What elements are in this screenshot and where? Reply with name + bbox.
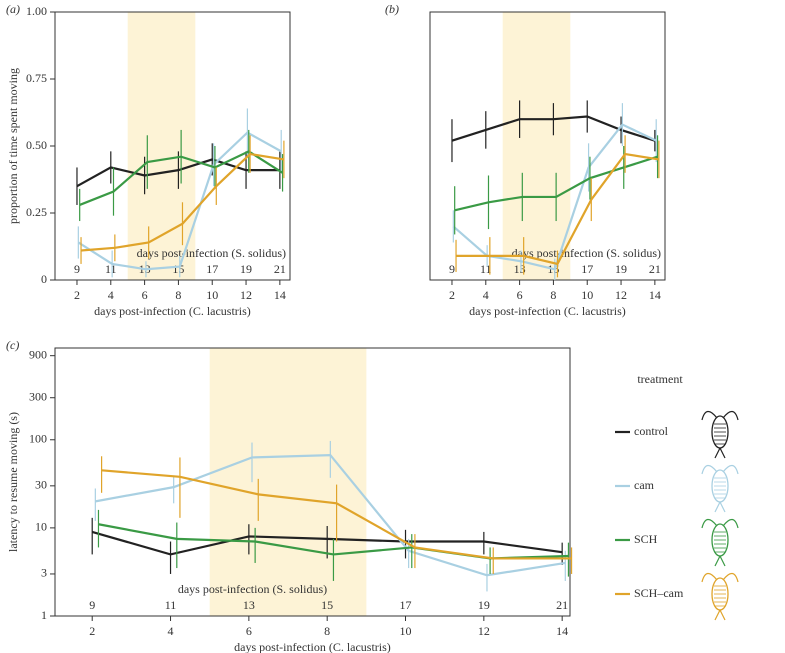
y-tick-label: 0.25 — [26, 205, 47, 219]
x2-tick-label: 21 — [274, 262, 286, 276]
x-tick-label: 10 — [400, 624, 412, 638]
y-tick-label: 0.75 — [26, 71, 47, 85]
x2-tick-label: 15 — [172, 262, 184, 276]
legend-item: SCH — [615, 518, 739, 567]
x2-tick-label: 17 — [581, 262, 593, 276]
copepod-antennae — [701, 518, 739, 567]
y-tick-label: 100 — [29, 432, 47, 446]
panel-label: (a) — [6, 2, 20, 16]
x2-axis-label: days post-infection (S. solidus) — [512, 246, 661, 260]
y-tick-label: 900 — [29, 347, 47, 361]
x2-tick-label: 9 — [449, 262, 455, 276]
x-tick-label: 4 — [108, 288, 114, 302]
x-tick-label: 8 — [550, 288, 556, 302]
series-line — [80, 152, 285, 252]
x-tick-label: 6 — [246, 624, 252, 638]
x2-axis-label: days post-infection (S. solidus) — [137, 246, 286, 260]
x2-tick-label: 9 — [74, 262, 80, 276]
plot-frame — [54, 347, 571, 617]
x2-tick-label: 15 — [321, 598, 333, 612]
x-tick-label: 2 — [89, 624, 95, 638]
x-axis-label: days post-infection (C. lacustris) — [234, 640, 391, 653]
copepod-antennae — [701, 572, 739, 621]
y-tick-label: 0.50 — [26, 138, 47, 152]
panel-label: (c) — [6, 338, 19, 352]
series-line — [91, 530, 563, 556]
legend-label: SCH — [634, 532, 658, 546]
y-tick-label: 30 — [35, 478, 47, 492]
x-tick-label: 4 — [168, 624, 174, 638]
x-tick-label: 14 — [649, 288, 661, 302]
x2-tick-label: 21 — [556, 598, 568, 612]
x2-tick-label: 19 — [615, 262, 627, 276]
y-tick-label: 3 — [41, 566, 47, 580]
shaded-period — [209, 348, 367, 616]
shaded-period — [127, 12, 196, 280]
x2-tick-label: 11 — [105, 262, 117, 276]
legend-label: SCH–cam — [634, 586, 684, 600]
x-tick-label: 14 — [556, 624, 568, 638]
y-tick-label: 10 — [35, 520, 47, 534]
x-axis-label: days post-infection (C. lacustris) — [469, 304, 626, 318]
legend-item: control — [615, 410, 739, 459]
x2-tick-label: 17 — [400, 598, 412, 612]
y-tick-label: 0 — [41, 272, 47, 286]
x-tick-label: 8 — [324, 624, 330, 638]
series-line — [451, 115, 656, 142]
x2-tick-label: 13 — [514, 262, 526, 276]
x2-tick-label: 11 — [480, 262, 492, 276]
series-line — [456, 152, 660, 266]
legend-label: cam — [634, 478, 655, 492]
x-tick-label: 8 — [175, 288, 181, 302]
x2-axis-label: days post-infection (S. solidus) — [178, 582, 327, 596]
x-tick-label: 12 — [240, 288, 252, 302]
y-tick-label: 300 — [29, 389, 47, 403]
x-tick-label: 2 — [449, 288, 455, 302]
series-line — [101, 469, 572, 560]
x-tick-label: 12 — [615, 288, 627, 302]
x-axis-label: days post-infection (C. lacustris) — [94, 304, 251, 318]
x-tick-label: 6 — [517, 288, 523, 302]
x2-tick-label: 17 — [206, 262, 218, 276]
shaded-period — [502, 12, 571, 280]
panel-label: (b) — [385, 2, 399, 16]
y-tick-label: 1.00 — [26, 4, 47, 18]
y-axis-label: proportion of time spent moving — [6, 68, 20, 224]
copepod-antennae — [701, 464, 739, 513]
x2-tick-label: 13 — [243, 598, 255, 612]
x2-tick-label: 19 — [240, 262, 252, 276]
legend-item: cam — [615, 464, 739, 513]
x2-tick-label: 9 — [89, 598, 95, 612]
x-tick-label: 10 — [581, 288, 593, 302]
y-axis-label: latency to resume moving (s) — [6, 412, 20, 552]
x-tick-label: 14 — [274, 288, 286, 302]
series-line — [95, 453, 566, 577]
x-tick-label: 12 — [478, 624, 490, 638]
legend-label: control — [634, 424, 669, 438]
x-tick-label: 2 — [74, 288, 80, 302]
series-line — [454, 155, 658, 212]
plot-frame — [429, 11, 666, 281]
x-tick-label: 4 — [483, 288, 489, 302]
x-tick-label: 10 — [206, 288, 218, 302]
series-line — [79, 150, 284, 206]
legend-title: treatment — [637, 372, 683, 386]
x2-tick-label: 21 — [649, 262, 661, 276]
legend-item: SCH–cam — [615, 572, 739, 621]
y-tick-label: 1 — [41, 608, 47, 622]
x-tick-label: 6 — [142, 288, 148, 302]
x2-tick-label: 19 — [478, 598, 490, 612]
series-line — [76, 158, 280, 188]
copepod-antennae — [701, 410, 739, 459]
x2-tick-label: 11 — [165, 598, 177, 612]
series-line — [77, 131, 282, 271]
